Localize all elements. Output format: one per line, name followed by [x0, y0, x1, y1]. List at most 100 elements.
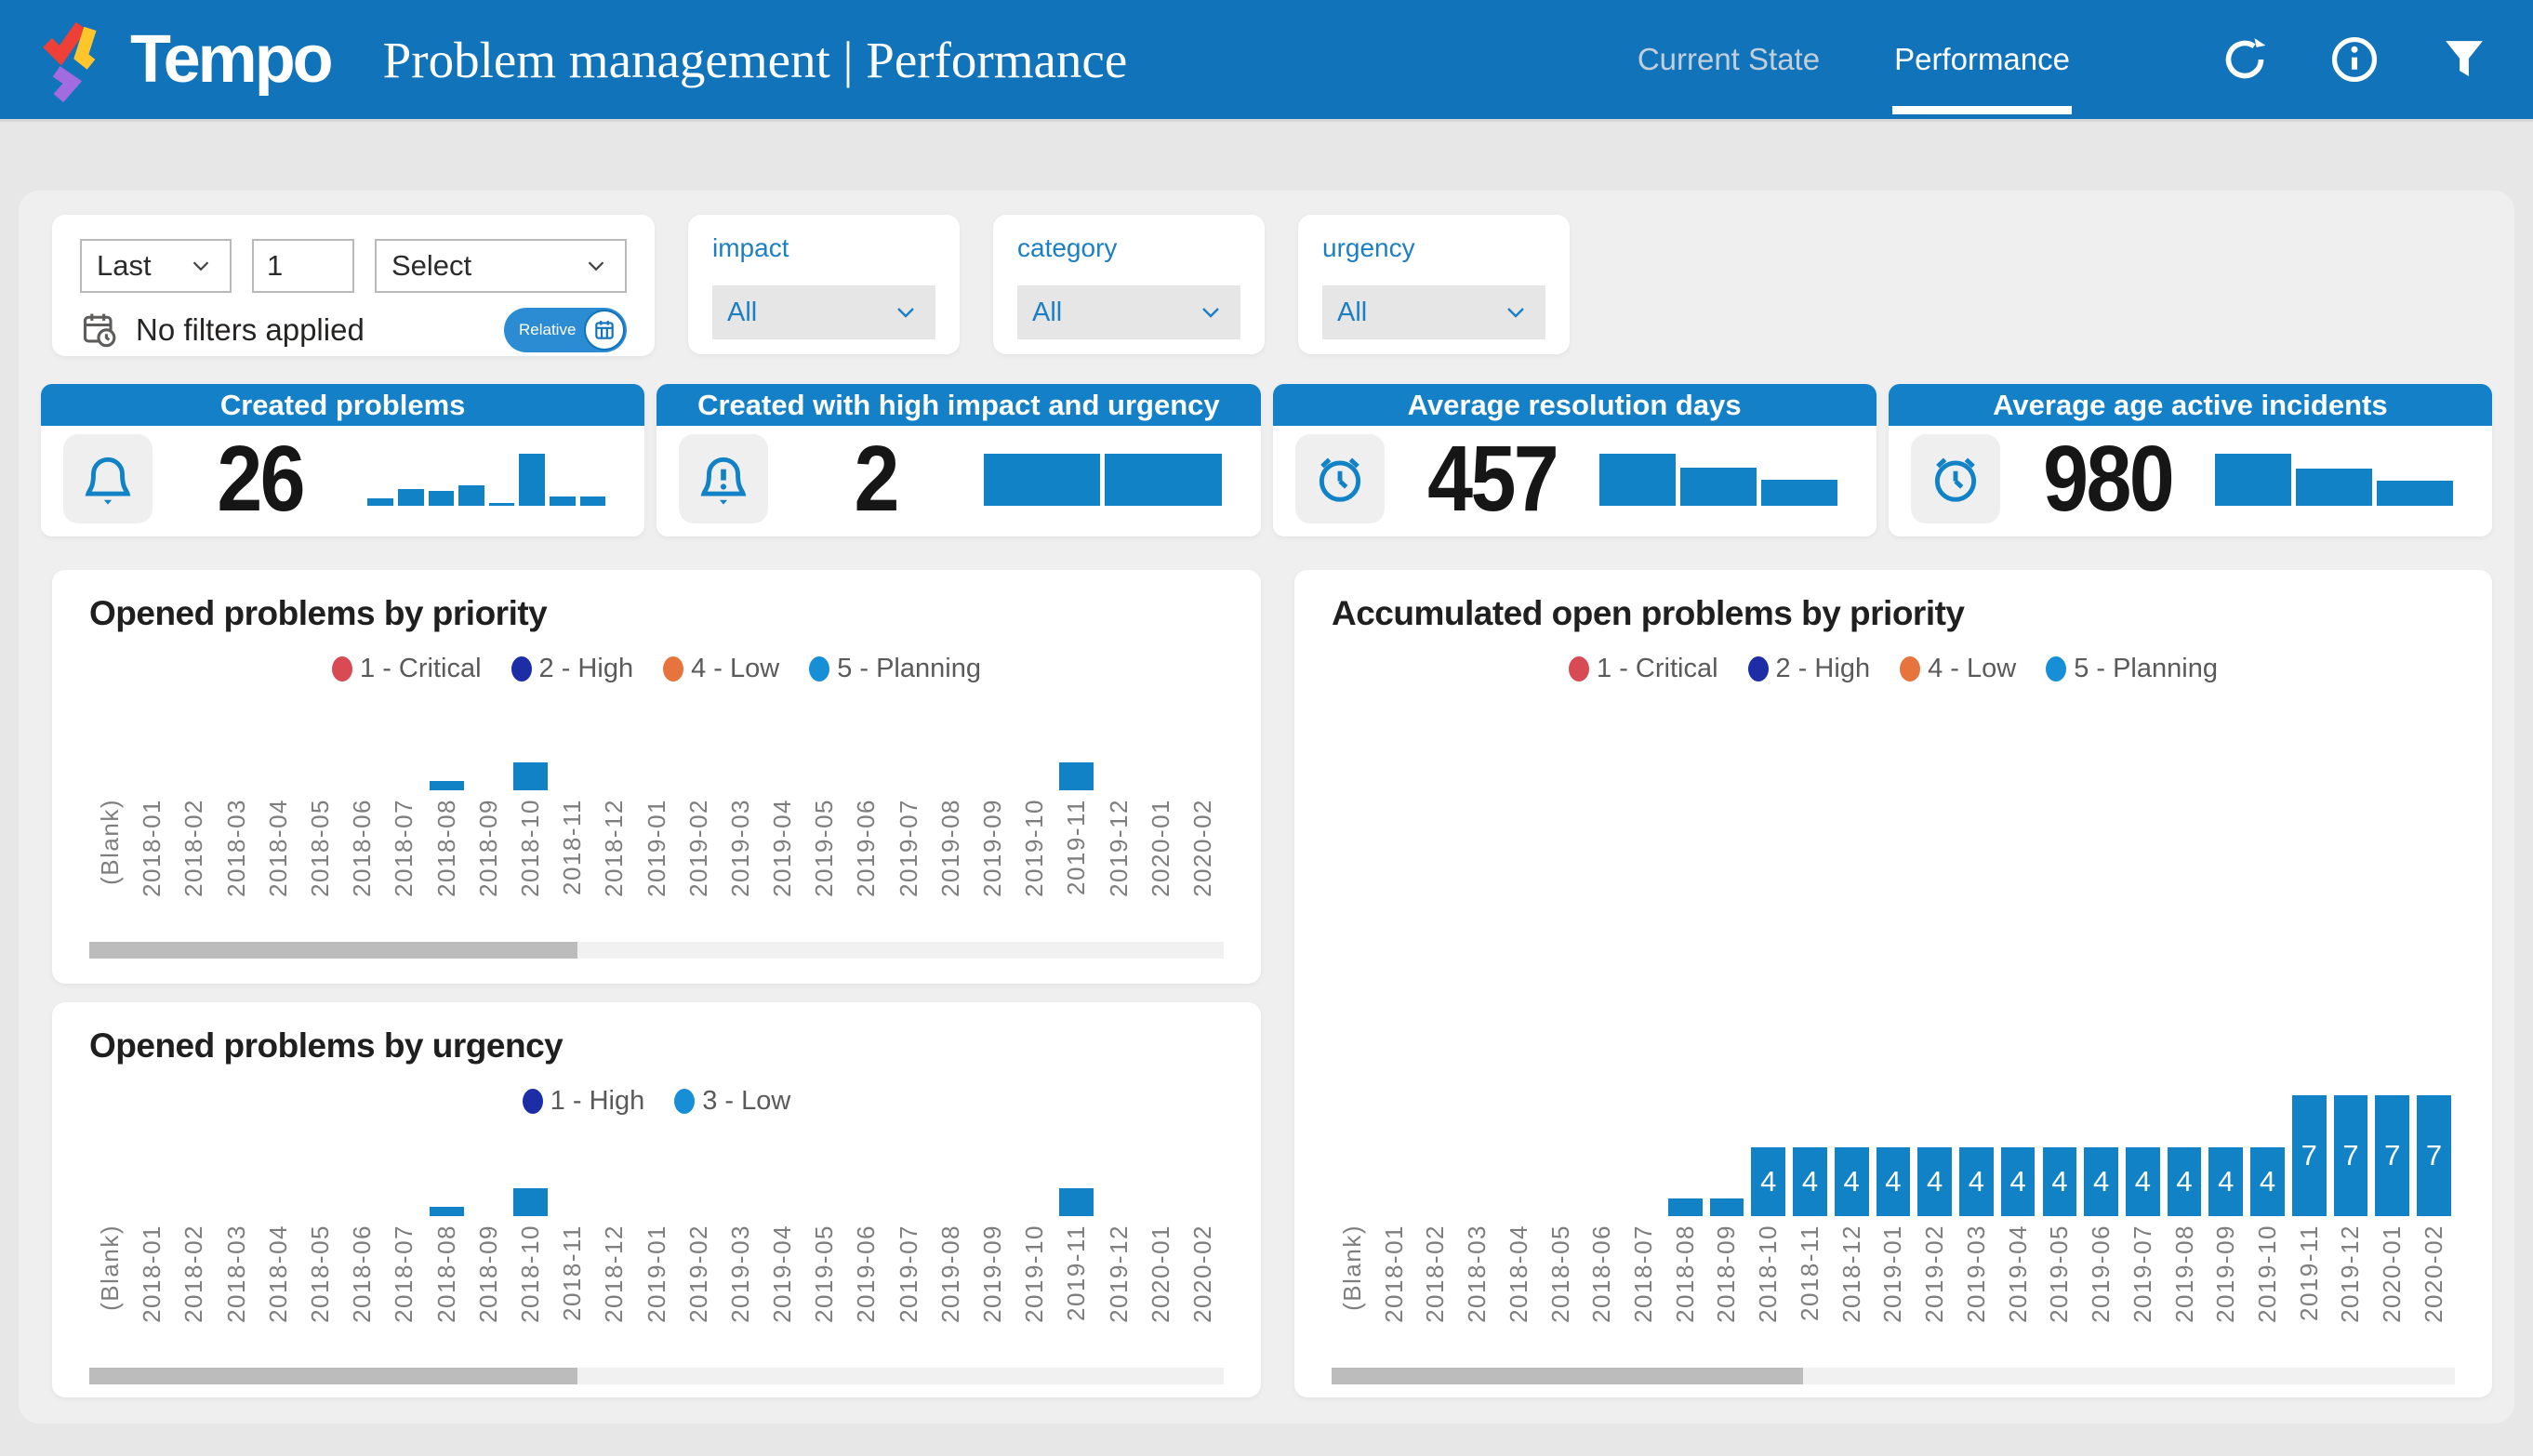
- kpi-title: Average age active incidents: [1888, 384, 2492, 426]
- bar-zone: [888, 1142, 930, 1216]
- category-column: 2019-08: [930, 716, 972, 929]
- bar-2019-05[interactable]: 4: [2042, 1147, 2077, 1216]
- category-column: 2018-12: [593, 1142, 635, 1355]
- bar-2018-08[interactable]: [429, 781, 464, 790]
- x-axis-label-wrap: 2018-05: [306, 1224, 335, 1355]
- bar-2018-10[interactable]: 4: [1751, 1147, 1786, 1216]
- report-canvas: Last Select: [19, 191, 2514, 1423]
- category-column: 4 2019-01: [1873, 714, 1915, 1355]
- legend-item[interactable]: 4 - Low: [1900, 654, 2016, 684]
- category-column: (Blank): [89, 1142, 131, 1355]
- category-column: 2018-03: [216, 716, 258, 929]
- tempo-logo: Tempo: [32, 15, 334, 104]
- bar-2018-08[interactable]: [1667, 1198, 1703, 1216]
- x-axis-label: (Blank): [96, 799, 125, 885]
- x-axis-label-wrap: 2019-10: [2253, 1224, 2282, 1355]
- bar-data-label: 4: [1801, 1165, 1819, 1198]
- kpi-body: 2: [656, 426, 1260, 536]
- legend-item[interactable]: 5 - Planning: [2046, 654, 2218, 684]
- x-axis-label: 2018-11: [558, 1224, 587, 1321]
- bar-2019-06[interactable]: 4: [2084, 1147, 2118, 1216]
- bar-zone: [720, 716, 762, 790]
- legend-item[interactable]: 1 - Critical: [332, 654, 482, 684]
- category-column: 2018-10: [510, 716, 551, 929]
- x-axis-label: 2019-09: [2211, 1224, 2240, 1323]
- bar-zone: [1373, 714, 1415, 1216]
- bar-2019-11[interactable]: 7: [2291, 1095, 2327, 1216]
- bar-zone: [173, 716, 215, 790]
- refresh-icon[interactable]: [2219, 33, 2271, 86]
- sparkline-bar: [397, 488, 424, 506]
- x-axis-label-wrap: 2018-06: [1587, 1224, 1616, 1355]
- impact-filter-card: impact All: [688, 215, 960, 354]
- bar-2018-09[interactable]: [1709, 1198, 1744, 1216]
- filter-icon[interactable]: [2438, 33, 2490, 86]
- category-column: 2020-01: [1140, 716, 1182, 929]
- bar-2019-07[interactable]: 4: [2125, 1147, 2160, 1216]
- bar-2019-08[interactable]: 4: [2167, 1147, 2202, 1216]
- category-column: 2019-07: [888, 1142, 930, 1355]
- urgency-dropdown[interactable]: All: [1322, 285, 1545, 339]
- category-column: 2018-06: [341, 716, 383, 929]
- bar-2018-10[interactable]: [512, 1188, 548, 1216]
- bar-2019-10[interactable]: 4: [2250, 1147, 2285, 1216]
- tab-current-state[interactable]: Current State: [1600, 0, 1857, 119]
- bar-2019-02[interactable]: 4: [1917, 1147, 1952, 1216]
- date-period-select[interactable]: Select: [374, 239, 627, 293]
- chart-scrollbar[interactable]: [89, 1368, 1224, 1384]
- legend-item[interactable]: 3 - Low: [674, 1086, 790, 1117]
- legend-label: 5 - Planning: [837, 653, 981, 683]
- date-number-input[interactable]: [251, 239, 354, 293]
- legend-item[interactable]: 5 - Planning: [809, 654, 981, 684]
- category-filter-card: category All: [993, 215, 1265, 354]
- legend-item[interactable]: 2 - High: [1747, 654, 1870, 684]
- chart-scrollbar[interactable]: [89, 942, 1224, 959]
- kpi-sparkline: [1598, 452, 1837, 506]
- bar-2019-09[interactable]: 4: [2208, 1147, 2244, 1216]
- legend-item[interactable]: 4 - Low: [663, 654, 779, 684]
- legend-item[interactable]: 1 - Critical: [1569, 654, 1718, 684]
- x-axis-label-wrap: 2018-08: [432, 1224, 461, 1355]
- bar-2019-04[interactable]: 4: [2000, 1147, 2036, 1216]
- impact-dropdown[interactable]: All: [712, 285, 935, 339]
- bar-2020-02[interactable]: 7: [2417, 1095, 2451, 1216]
- x-axis-label-wrap: 2018-01: [1380, 1224, 1409, 1355]
- x-axis-label-wrap: 2019-05: [810, 1224, 839, 1355]
- bar-zone: 4: [2080, 714, 2122, 1216]
- bar-2019-03[interactable]: 4: [1959, 1147, 1994, 1216]
- bar-2018-08[interactable]: [429, 1207, 464, 1216]
- x-axis-label: 2019-08: [935, 1224, 964, 1323]
- legend-item[interactable]: 1 - High: [522, 1086, 644, 1117]
- scrollbar-thumb[interactable]: [89, 942, 577, 959]
- bar-zone: [173, 1142, 215, 1216]
- bar-zone: 4: [1747, 714, 1789, 1216]
- category-dropdown[interactable]: All: [1017, 285, 1240, 339]
- relative-toggle[interactable]: Relative: [504, 308, 627, 352]
- category-column: 2019-05: [803, 716, 845, 929]
- info-icon[interactable]: [2328, 33, 2380, 86]
- bar-2018-11[interactable]: 4: [1793, 1147, 1827, 1216]
- bar-2019-01[interactable]: 4: [1876, 1147, 1911, 1216]
- bar-zone: [510, 1142, 551, 1216]
- bar-2020-01[interactable]: 7: [2375, 1095, 2410, 1216]
- bar-2019-12[interactable]: 7: [2333, 1095, 2368, 1216]
- x-axis-label: (Blank): [1337, 1224, 1366, 1311]
- category-column: (Blank): [89, 716, 131, 929]
- scrollbar-thumb[interactable]: [1332, 1368, 1804, 1384]
- bar-2019-11[interactable]: [1059, 1188, 1094, 1216]
- kpi-average-age-active-incidents: Average age active incidents 980: [1888, 384, 2492, 536]
- bar-2018-12[interactable]: 4: [1834, 1147, 1869, 1216]
- legend-item[interactable]: 2 - High: [511, 654, 633, 684]
- date-operator-select[interactable]: Last: [80, 239, 232, 293]
- tab-performance[interactable]: Performance: [1857, 0, 2107, 119]
- category-column: 4 2019-05: [2038, 714, 2080, 1355]
- scrollbar-thumb[interactable]: [89, 1368, 577, 1384]
- x-axis-label-wrap: 2019-11: [2295, 1224, 2324, 1355]
- tab-label: Current State: [1637, 42, 1821, 76]
- chart-scrollbar[interactable]: [1332, 1368, 2455, 1384]
- bar-2018-10[interactable]: [512, 762, 548, 790]
- bar-zone: [845, 716, 887, 790]
- bar-data-label: 4: [1760, 1165, 1777, 1198]
- bar-2019-11[interactable]: [1059, 762, 1094, 790]
